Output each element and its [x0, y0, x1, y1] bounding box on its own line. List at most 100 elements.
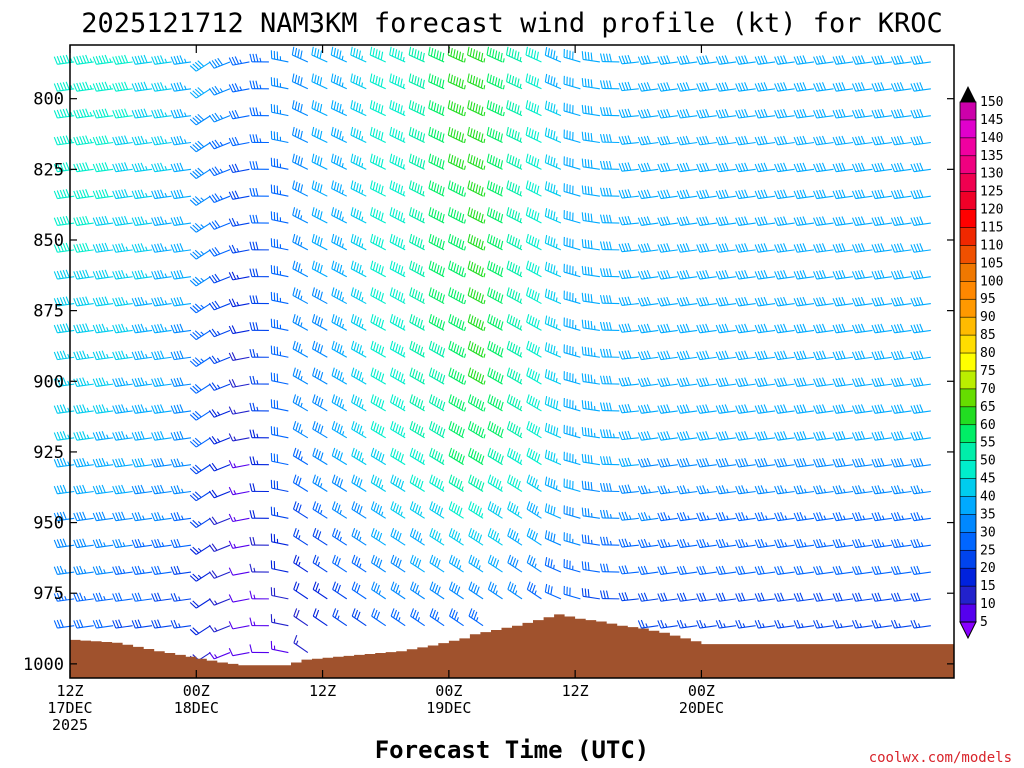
barb-flag	[252, 80, 256, 89]
barb-flag	[389, 340, 394, 350]
wind-barb	[131, 296, 153, 307]
barb-flag	[131, 432, 136, 441]
barb-flag	[154, 566, 159, 575]
barb-flag	[618, 512, 623, 521]
barb-flag	[715, 190, 720, 199]
barb-flag	[467, 100, 470, 109]
barb-flag	[380, 266, 384, 275]
wind-barb	[735, 216, 756, 226]
barb-flag	[369, 126, 373, 136]
barb-flag	[660, 217, 665, 226]
barb-flag	[389, 287, 393, 296]
barb-flag	[353, 101, 356, 110]
barb-flag	[489, 369, 494, 378]
barb-flag	[470, 261, 474, 271]
barb-flag	[231, 110, 237, 119]
barb-flag	[356, 290, 360, 299]
barb-flag	[509, 556, 514, 565]
barb-flag	[533, 291, 538, 300]
barb-flag	[392, 235, 396, 244]
barb-flag	[332, 608, 337, 617]
wind-barb	[467, 340, 486, 358]
barb-flag	[394, 102, 398, 112]
barb-flag	[528, 369, 533, 378]
wind-barb	[228, 190, 250, 200]
barb-flag	[547, 128, 550, 138]
barb-flag	[433, 102, 437, 112]
barb-flag	[82, 216, 87, 225]
wind-barb	[370, 447, 387, 466]
barb-flag	[587, 481, 590, 490]
barb-half-flag	[200, 304, 205, 309]
barb-flag	[696, 486, 701, 495]
barb-half-flag	[219, 168, 223, 173]
wind-barb	[312, 501, 328, 519]
barb-flag	[453, 290, 457, 299]
barb-flag	[143, 108, 148, 117]
barb-flag	[131, 566, 136, 575]
barb-flag	[434, 450, 438, 460]
barb-flag	[718, 405, 723, 414]
wind-barb	[429, 527, 445, 546]
barb-flag	[351, 394, 355, 403]
barb-flag	[372, 101, 376, 110]
barb-flag	[627, 242, 632, 251]
wind-barb	[170, 565, 192, 575]
barb-flag	[176, 538, 181, 547]
barb-half-flag	[103, 595, 106, 601]
wind-barb	[249, 53, 269, 63]
barb-flag	[375, 290, 379, 299]
wind-barb	[131, 243, 153, 253]
barb-flag	[292, 394, 297, 403]
barb-half-flag	[164, 192, 168, 198]
wind-barb	[189, 625, 211, 636]
barb-flag	[208, 651, 215, 660]
barb-flag	[118, 565, 123, 574]
barb-flag	[581, 588, 584, 597]
barb-flag	[337, 558, 341, 567]
barb-flag	[104, 81, 109, 90]
wind-barb	[467, 73, 486, 90]
barb-flag	[599, 456, 603, 465]
barb-flag	[297, 102, 301, 112]
wind-barb	[53, 484, 75, 495]
barb-flag	[497, 239, 501, 248]
barb-flag	[79, 431, 84, 440]
barb-flag	[624, 108, 629, 118]
wind-barb	[170, 323, 192, 334]
wind-barb	[696, 404, 717, 414]
wind-barb	[189, 356, 211, 367]
barb-flag	[355, 156, 359, 165]
barb-flag	[544, 261, 548, 271]
barb-flag	[508, 154, 512, 164]
barb-flag	[473, 424, 477, 433]
barb-flag	[319, 104, 323, 113]
barb-flag	[134, 190, 139, 199]
barb-flag	[702, 109, 707, 118]
barb-flag	[173, 351, 178, 360]
wind-barb	[507, 501, 523, 519]
barb-flag	[526, 581, 531, 590]
barb-flag	[312, 447, 316, 456]
barb-staff	[232, 598, 250, 603]
barb-flag	[453, 49, 456, 58]
barb-flag	[370, 554, 375, 563]
barb-flag	[547, 585, 550, 594]
barb-flag	[475, 372, 479, 381]
wind-barb	[249, 590, 269, 600]
barb-flag	[194, 142, 202, 149]
wind-barb	[292, 153, 309, 170]
barb-flag	[392, 154, 395, 164]
barb-flag	[319, 425, 324, 434]
barb-flag	[231, 298, 237, 307]
barb-flag	[618, 163, 623, 172]
barb-flag	[336, 102, 339, 112]
barb-half-flag	[341, 243, 344, 248]
barb-flag	[640, 82, 645, 91]
barb-flag	[294, 181, 298, 191]
barb-flag	[73, 190, 78, 199]
barb-flag	[536, 373, 540, 382]
barb-flag	[73, 244, 78, 253]
barb-flag	[640, 539, 645, 548]
barb-flag	[65, 81, 70, 90]
